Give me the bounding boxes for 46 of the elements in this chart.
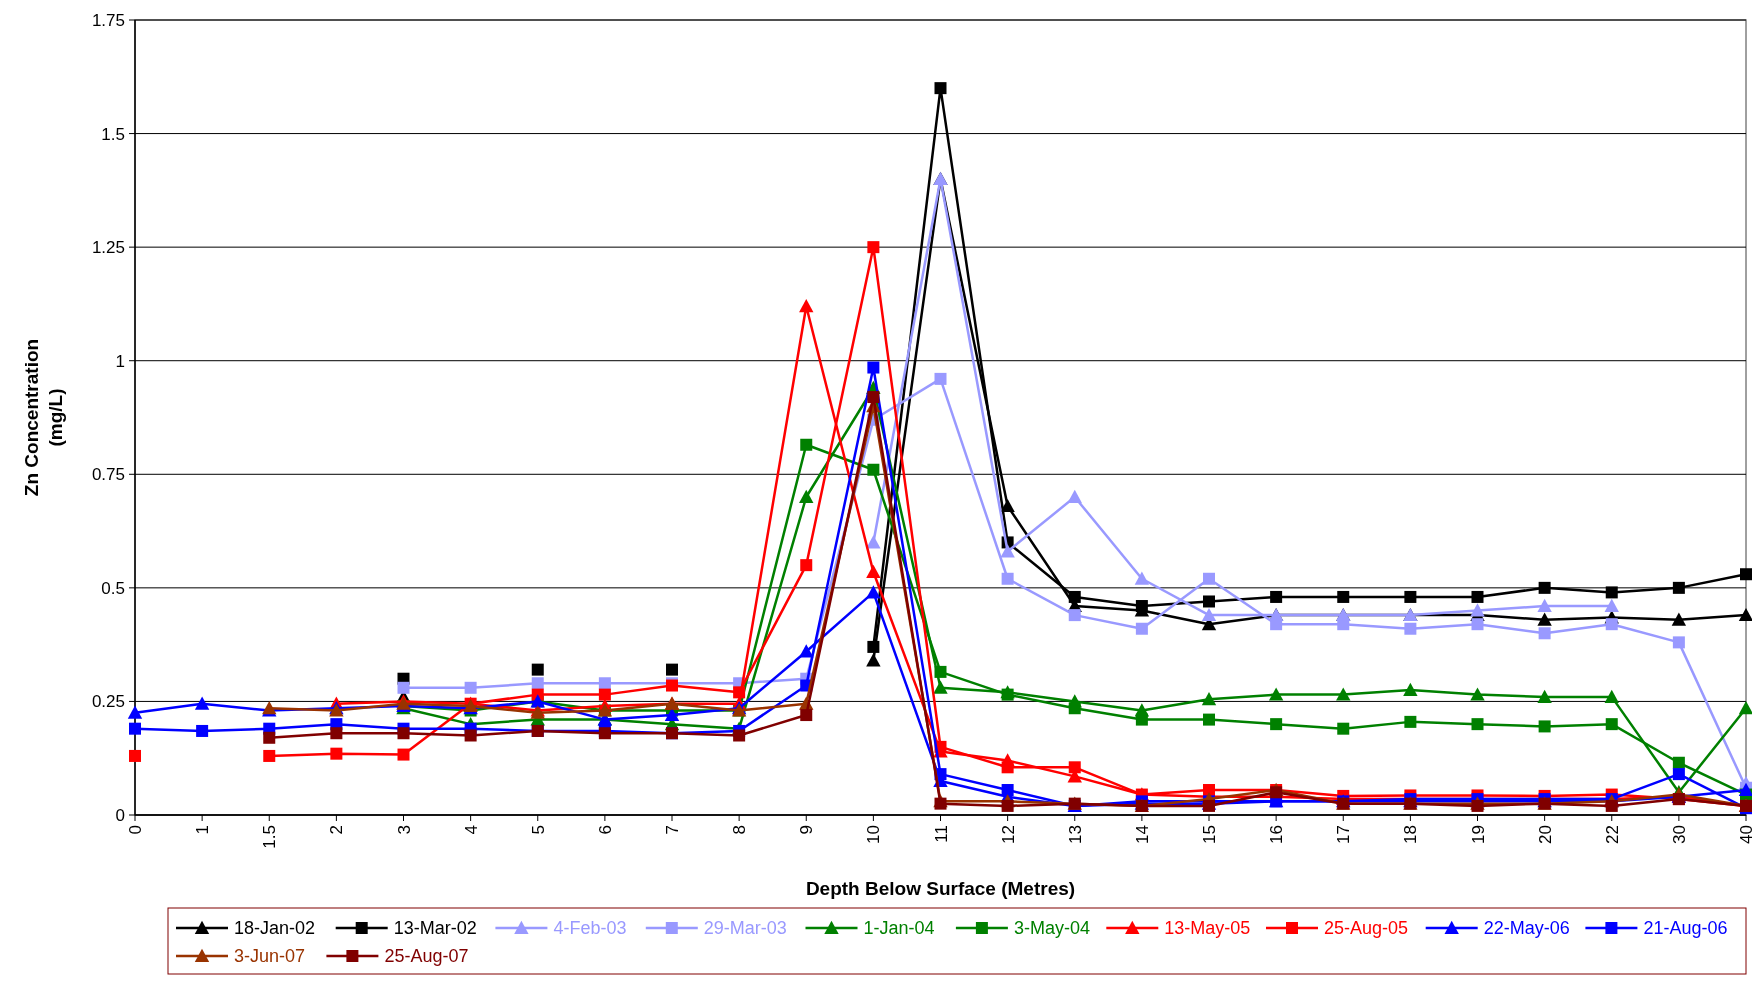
x-tick-label: 4 — [461, 825, 481, 835]
legend-label: 21-Aug-06 — [1643, 918, 1728, 939]
legend-label: 18-Jan-02 — [234, 918, 316, 939]
x-tick-label: 16 — [1267, 825, 1287, 844]
x-tick-label: 9 — [797, 825, 817, 835]
y-tick-label: 1.25 — [91, 238, 125, 258]
x-tick-label: 7 — [663, 825, 682, 835]
x-tick-label: 22 — [1602, 825, 1622, 844]
legend-label: 22-May-06 — [1483, 918, 1570, 939]
x-tick-label: 1.5 — [260, 825, 280, 849]
legend-label: 1-Jan-04 — [863, 918, 935, 939]
x-tick-label: 2 — [327, 825, 347, 835]
x-tick-label: 19 — [1468, 825, 1488, 844]
x-tick-label: 3 — [394, 825, 414, 835]
legend-label: 25-Aug-05 — [1324, 918, 1409, 939]
legend-label: 13-Mar-02 — [393, 918, 477, 939]
x-tick-label: 1 — [193, 825, 213, 835]
legend-label: 13-May-05 — [1164, 918, 1251, 939]
y-tick-label: 1 — [115, 351, 125, 371]
legend-label: 3-May-04 — [1013, 918, 1090, 939]
x-tick-label: 5 — [528, 825, 548, 835]
x-tick-label: 13 — [1065, 825, 1085, 844]
x-axis-title: Depth Below Surface (Metres) — [805, 878, 1076, 899]
legend-label: 25-Aug-07 — [384, 946, 469, 967]
x-tick-label: 30 — [1669, 825, 1689, 844]
y-tick-label: 1.5 — [101, 124, 125, 144]
x-tick-label: 17 — [1334, 825, 1354, 844]
x-tick-label: 0 — [126, 825, 145, 835]
x-tick-label: 6 — [595, 825, 615, 835]
legend-label: 29-Mar-03 — [703, 918, 787, 939]
x-tick-label: 10 — [864, 825, 884, 844]
legend-label: 3-Jun-07 — [234, 946, 306, 967]
x-tick-label: 8 — [730, 825, 750, 835]
y-tick-label: 0.25 — [91, 692, 125, 712]
y-tick-label: 1.75 — [91, 10, 125, 30]
x-tick-label: 40 — [1737, 825, 1756, 844]
x-tick-label: 18 — [1401, 825, 1421, 844]
legend-label: 4-Feb-03 — [553, 918, 627, 939]
x-tick-label: 12 — [998, 825, 1018, 844]
y-axis-title: Zn Concentration (mg/L) — [21, 338, 66, 497]
y-tick-label: 0.5 — [101, 578, 125, 598]
x-tick-label: 14 — [1132, 825, 1152, 844]
x-tick-label: 15 — [1200, 825, 1219, 844]
x-tick-label: 20 — [1535, 825, 1555, 844]
x-tick-label: 11 — [931, 825, 951, 843]
y-tick-label: 0.75 — [91, 465, 125, 485]
